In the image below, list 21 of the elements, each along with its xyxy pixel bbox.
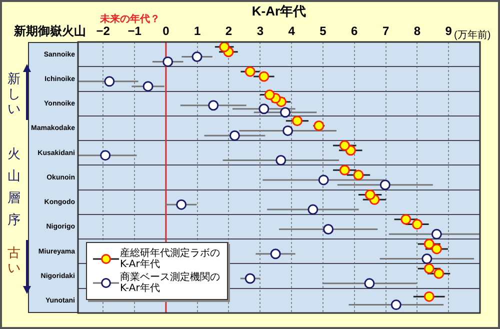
x-tick-label: 4 [288,24,296,38]
x-tick-label: 8 [414,24,421,38]
y-axis-title: 新期御嶽火山 [14,23,86,40]
x-tick-label: 7 [382,24,390,38]
x-axis-title: K-Ar年代 [252,3,306,18]
x-tick-label: 0 [162,24,170,38]
text: 火山層序 [6,146,22,230]
legend-label: 商業ベース測定機関のK-Ar年代 [120,272,221,294]
x-tick-label: 1 [194,24,201,38]
x-tick-label: 5 [320,24,327,38]
text: 新しい [6,72,22,117]
x-tick-label: 9 [445,24,452,38]
x-tick-label: 6 [351,24,358,38]
text: (万年前) [454,29,491,42]
x-tick-label: 3 [256,24,264,38]
legend-label: 産総研年代測定ラボのK-Ar年代 [120,248,221,270]
text: 未来の年代？ [100,12,160,26]
text: 古い [6,246,22,276]
x-tick-label: −1 [128,24,142,38]
x-tick-label: −2 [96,24,110,38]
x-tick-label: 2 [225,24,232,38]
